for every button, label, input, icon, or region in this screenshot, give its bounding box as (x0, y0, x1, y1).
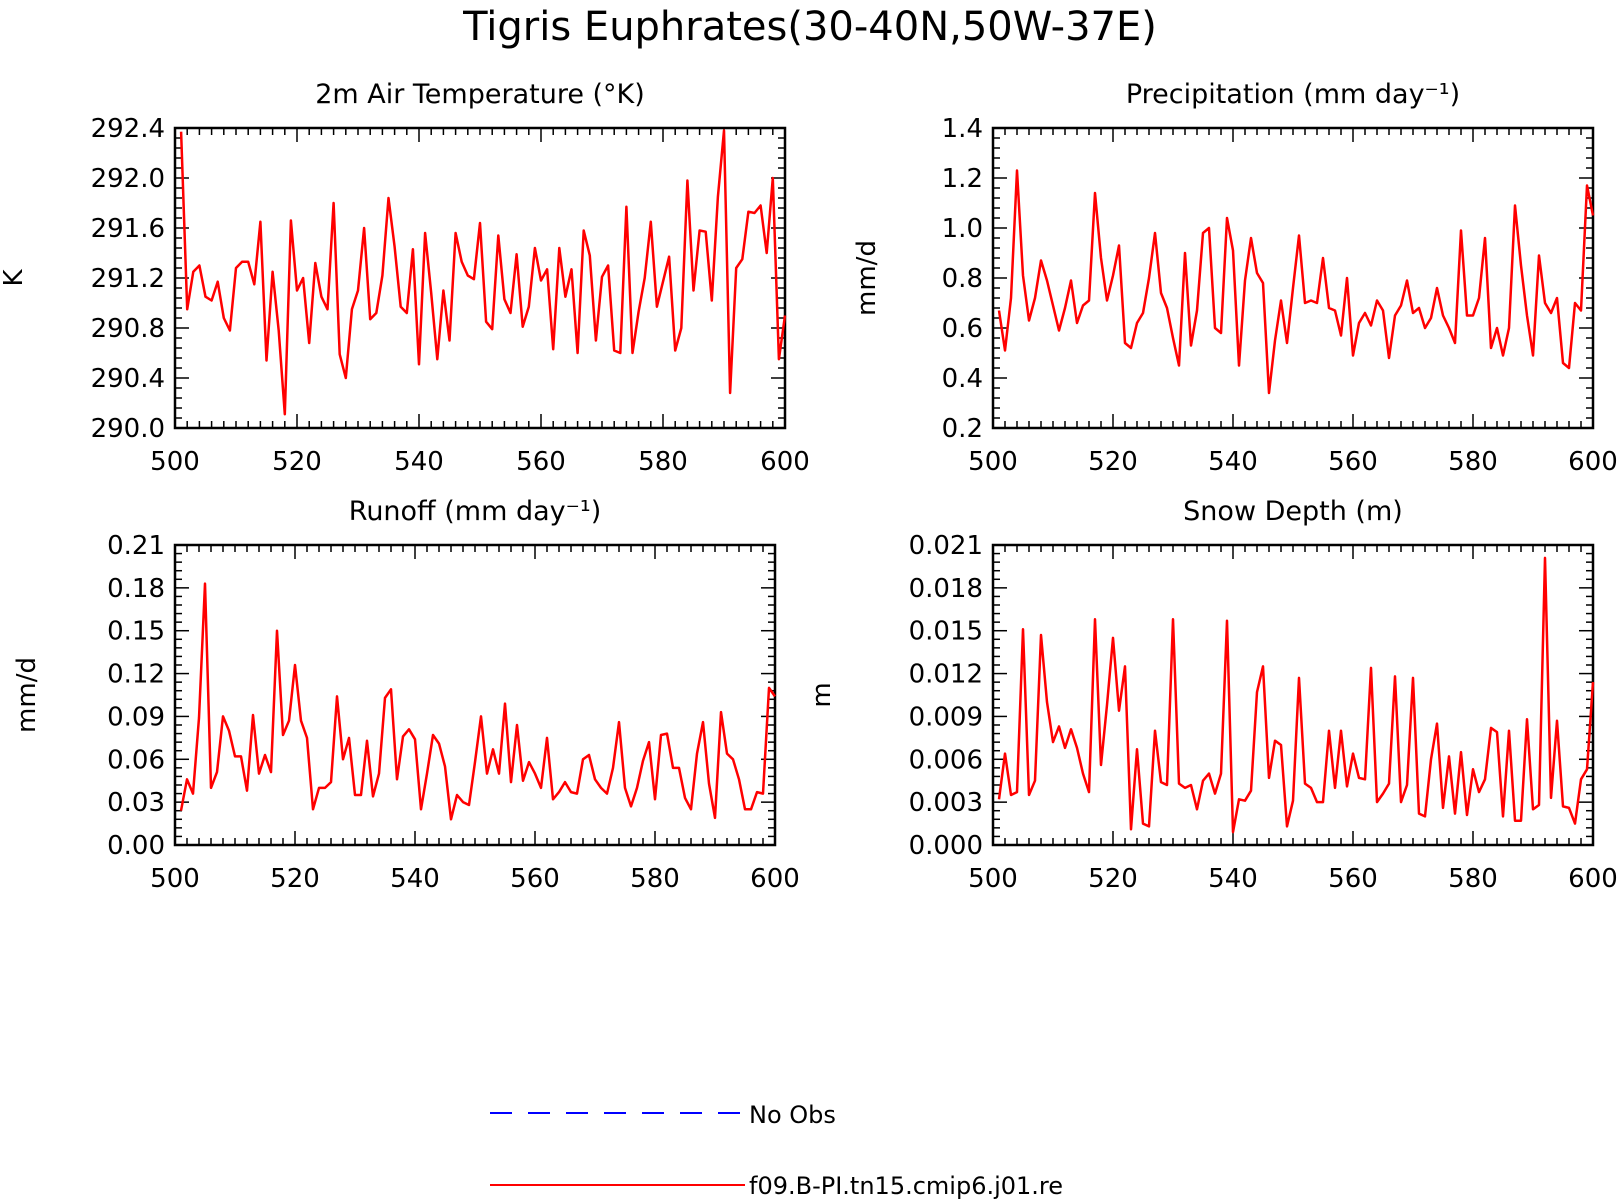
series-line-model (997, 556, 1595, 834)
series-line-model (179, 129, 787, 416)
x-tick-label: 500 (968, 864, 1018, 894)
y-tick-label: 291.2 (91, 264, 165, 294)
x-tick-label: 560 (1328, 864, 1378, 894)
y-tick-label: 1.0 (942, 214, 983, 244)
y-tick-label: 1.4 (942, 114, 983, 144)
y-tick-label: 291.6 (91, 214, 165, 244)
x-tick-label: 600 (760, 447, 810, 477)
x-tick-label: 580 (638, 447, 688, 477)
y-tick-label: 0.2 (942, 414, 983, 444)
panel-snow-depth: Snow Depth (m) m 500 520 540 560 580 600 0.000 0.… (807, 496, 1618, 894)
panel-title: 2m Air Temperature (°K) (315, 79, 645, 110)
y-tick-label: 0.09 (107, 702, 165, 732)
x-tick-label: 560 (510, 864, 560, 894)
y-tick-label: 0.006 (909, 745, 983, 775)
x-tick-label: 580 (630, 864, 680, 894)
series-line-model (997, 169, 1595, 395)
y-tick-label: 0.021 (909, 531, 983, 561)
x-tick-label: 520 (270, 864, 320, 894)
y-axis-label: m (807, 682, 837, 707)
panel-title: Precipitation (mm day⁻¹) (1126, 79, 1460, 110)
x-tick-label: 560 (516, 447, 566, 477)
y-tick-label: 0.012 (909, 660, 983, 690)
panel-air-temperature: 2m Air Temperature (°K) K 500 520 540 560 580 6… (0, 79, 810, 477)
x-tick-label: 540 (394, 447, 444, 477)
legend: No Obs f09.B-PI.tn15.cmip6.j01.re (490, 1101, 1063, 1200)
y-tick-label: 292.0 (91, 164, 165, 194)
y-tick-label: 0.003 (909, 788, 983, 818)
x-tick-label: 600 (1568, 447, 1618, 477)
x-tick-label: 500 (150, 864, 200, 894)
y-tick-label: 0.4 (942, 364, 983, 394)
x-tick-label: 540 (390, 864, 440, 894)
x-tick-label: 580 (1448, 447, 1498, 477)
y-tick-label: 290.4 (91, 364, 165, 394)
y-tick-label: 0.06 (107, 745, 165, 775)
x-tick-label: 540 (1208, 447, 1258, 477)
x-tick-label: 520 (1088, 864, 1138, 894)
y-tick-label: 290.0 (91, 414, 165, 444)
y-tick-label: 0.6 (942, 314, 983, 344)
panel-runoff: Runoff (mm day⁻¹) mm/d 500 520 540 560 580 600 0… (12, 496, 800, 894)
y-tick-label: 0.015 (909, 617, 983, 647)
legend-obs-label: No Obs (749, 1101, 836, 1129)
y-axis-label: K (0, 269, 29, 287)
y-tick-label: 0.15 (107, 617, 165, 647)
y-tick-label: 0.8 (942, 264, 983, 294)
y-tick-label: 0.000 (909, 831, 983, 861)
y-tick-label: 0.009 (909, 702, 983, 732)
y-axis-label: mm/d (12, 657, 42, 733)
y-tick-label: 0.03 (107, 788, 165, 818)
y-tick-label: 0.18 (107, 574, 165, 604)
x-tick-label: 520 (272, 447, 322, 477)
y-tick-label: 0.12 (107, 660, 165, 690)
x-tick-label: 580 (1448, 864, 1498, 894)
panel-title: Snow Depth (m) (1183, 496, 1403, 527)
x-tick-label: 560 (1328, 447, 1378, 477)
panel-precipitation: Precipitation (mm day⁻¹) mm/d 500 520 540 560… (852, 79, 1618, 477)
x-tick-label: 500 (150, 447, 200, 477)
y-tick-label: 0.21 (107, 531, 165, 561)
y-axis-label: mm/d (852, 240, 882, 316)
x-tick-label: 500 (968, 447, 1018, 477)
series-line-model (179, 582, 777, 821)
x-tick-label: 600 (750, 864, 800, 894)
y-tick-label: 0.018 (909, 574, 983, 604)
y-tick-label: 290.8 (91, 314, 165, 344)
x-tick-label: 520 (1088, 447, 1138, 477)
legend-model-label: f09.B-PI.tn15.cmip6.j01.re (749, 1172, 1063, 1200)
y-tick-label: 1.2 (942, 164, 983, 194)
y-tick-label: 0.00 (107, 831, 165, 861)
x-tick-label: 540 (1208, 864, 1258, 894)
figure-title: Tigris Euphrates(30-40N,50W-37E) (462, 4, 1157, 50)
panel-title: Runoff (mm day⁻¹) (349, 496, 601, 527)
y-tick-label: 292.4 (91, 114, 165, 144)
x-tick-label: 600 (1568, 864, 1618, 894)
